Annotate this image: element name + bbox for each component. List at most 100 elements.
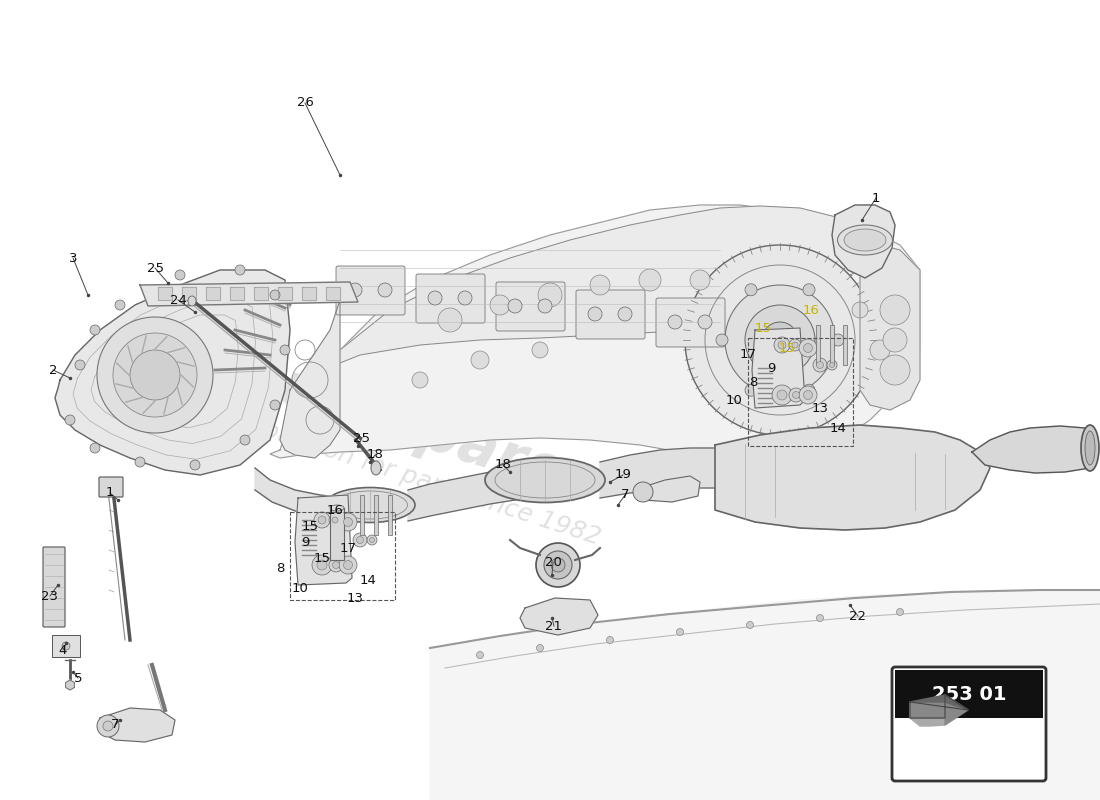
Text: 8: 8 (276, 562, 284, 574)
Circle shape (370, 538, 374, 542)
Circle shape (745, 305, 815, 375)
Circle shape (896, 609, 903, 615)
Text: 9: 9 (300, 537, 309, 550)
Text: 16: 16 (327, 503, 343, 517)
Ellipse shape (324, 487, 415, 522)
Circle shape (412, 372, 428, 388)
Circle shape (116, 300, 125, 310)
Circle shape (339, 513, 358, 531)
Polygon shape (55, 270, 290, 475)
Circle shape (103, 721, 113, 731)
Text: 13: 13 (812, 402, 828, 414)
Text: a passion for parts since 1982: a passion for parts since 1982 (236, 410, 603, 550)
Bar (843, 325, 847, 365)
Circle shape (97, 317, 213, 433)
Text: 19: 19 (615, 469, 631, 482)
Text: 23: 23 (42, 590, 58, 602)
Circle shape (690, 270, 710, 290)
FancyBboxPatch shape (416, 274, 485, 323)
Circle shape (725, 285, 835, 395)
Text: 15: 15 (755, 322, 771, 334)
Polygon shape (600, 448, 715, 498)
Polygon shape (972, 426, 1090, 473)
Polygon shape (752, 328, 805, 408)
Text: 15: 15 (314, 551, 330, 565)
Circle shape (883, 328, 908, 352)
Polygon shape (295, 495, 352, 585)
Polygon shape (408, 468, 515, 521)
Circle shape (799, 339, 817, 357)
Circle shape (317, 560, 327, 570)
Circle shape (618, 307, 632, 321)
Polygon shape (910, 702, 945, 726)
Circle shape (792, 391, 800, 398)
Circle shape (829, 362, 835, 367)
Circle shape (544, 551, 572, 579)
Text: 17: 17 (340, 542, 356, 554)
Circle shape (852, 302, 868, 318)
Text: 3: 3 (68, 251, 77, 265)
Circle shape (490, 295, 510, 315)
Circle shape (870, 340, 890, 360)
Text: 7: 7 (620, 489, 629, 502)
Circle shape (777, 390, 786, 400)
Polygon shape (255, 468, 378, 518)
Circle shape (747, 622, 754, 629)
Circle shape (312, 555, 332, 575)
Circle shape (668, 315, 682, 329)
Circle shape (280, 345, 290, 355)
Circle shape (698, 315, 712, 329)
Circle shape (778, 341, 786, 349)
FancyBboxPatch shape (736, 306, 805, 355)
Polygon shape (182, 287, 196, 300)
Circle shape (458, 291, 472, 305)
Polygon shape (326, 287, 340, 300)
Polygon shape (910, 695, 968, 710)
Circle shape (476, 651, 484, 658)
Circle shape (532, 342, 548, 358)
Text: 20: 20 (544, 555, 561, 569)
Bar (52, 635, 80, 657)
Circle shape (190, 460, 200, 470)
Circle shape (880, 355, 910, 385)
Polygon shape (254, 287, 268, 300)
Text: 15: 15 (301, 521, 319, 534)
Text: 18: 18 (495, 458, 512, 471)
Circle shape (314, 512, 330, 528)
FancyBboxPatch shape (99, 477, 123, 497)
Circle shape (778, 323, 792, 337)
Circle shape (135, 457, 145, 467)
Text: 14: 14 (360, 574, 376, 586)
Circle shape (816, 362, 824, 369)
Text: 18: 18 (366, 449, 384, 462)
Circle shape (588, 307, 602, 321)
Ellipse shape (330, 505, 344, 511)
Circle shape (339, 556, 358, 574)
Polygon shape (140, 282, 358, 306)
FancyBboxPatch shape (892, 667, 1046, 781)
Circle shape (471, 351, 490, 369)
Circle shape (343, 518, 352, 526)
Text: 17: 17 (739, 349, 757, 362)
Circle shape (590, 275, 610, 295)
Circle shape (536, 543, 580, 587)
Circle shape (270, 290, 280, 300)
Text: 21: 21 (546, 619, 562, 633)
Ellipse shape (837, 225, 892, 255)
Circle shape (329, 558, 343, 572)
Text: 2: 2 (48, 363, 57, 377)
Text: 24: 24 (169, 294, 186, 306)
Circle shape (792, 342, 798, 348)
Text: 15: 15 (779, 342, 795, 354)
Text: 22: 22 (849, 610, 867, 622)
Circle shape (62, 642, 70, 650)
Circle shape (537, 645, 543, 651)
Circle shape (367, 535, 377, 545)
Circle shape (348, 283, 362, 297)
Bar (388, 495, 392, 535)
Polygon shape (520, 598, 598, 635)
Circle shape (789, 388, 803, 402)
Ellipse shape (485, 458, 605, 502)
Circle shape (803, 284, 815, 296)
Circle shape (378, 283, 392, 297)
